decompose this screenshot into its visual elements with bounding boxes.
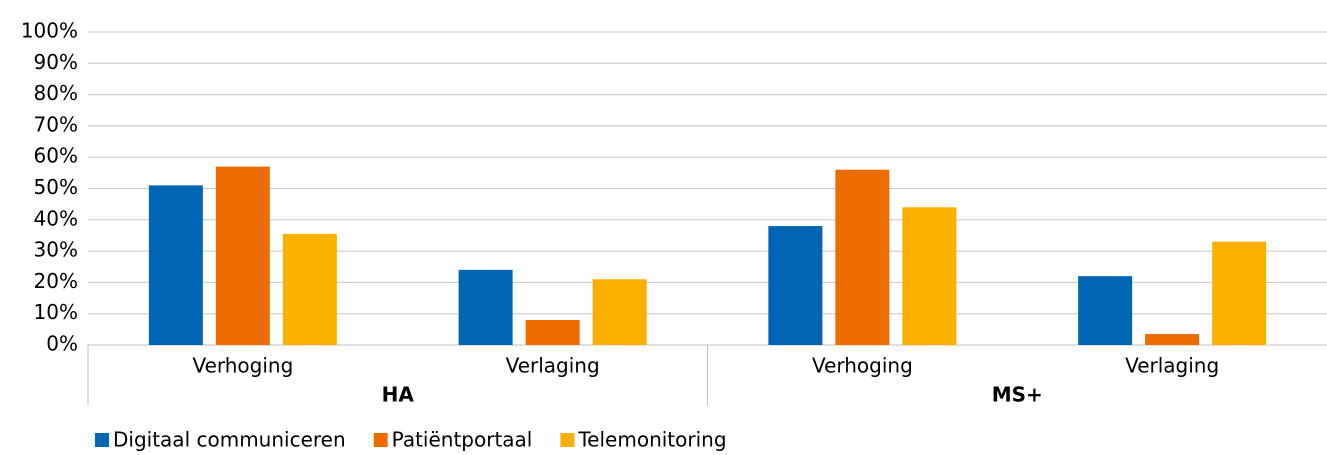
y-tick-label: 100% xyxy=(21,19,78,43)
bar xyxy=(1145,334,1200,345)
x-tick-label: Verhoging xyxy=(192,354,293,378)
y-tick-label: 50% xyxy=(34,175,78,199)
y-tick-label: 20% xyxy=(34,269,78,293)
legend-swatch xyxy=(560,433,575,447)
bar xyxy=(902,207,957,345)
y-tick-label: 10% xyxy=(34,300,78,324)
y-tick-label: 60% xyxy=(34,144,78,168)
bar xyxy=(592,279,647,345)
y-tick-label: 90% xyxy=(34,50,78,74)
x-tick-label: Verlaging xyxy=(506,354,600,378)
legend-swatch xyxy=(373,433,388,447)
x-tick-label: Verlaging xyxy=(1125,354,1219,378)
bar xyxy=(1078,276,1133,345)
bar xyxy=(215,166,270,345)
legend-swatch xyxy=(95,433,109,447)
bar xyxy=(282,233,337,345)
legend-label: Digitaal communiceren xyxy=(113,428,346,452)
bar xyxy=(525,319,580,345)
bar xyxy=(768,226,823,345)
group-label: MS+ xyxy=(992,383,1043,407)
y-tick-label: 0% xyxy=(46,332,78,356)
y-tick-label: 40% xyxy=(34,206,78,230)
legend-label: Patiëntportaal xyxy=(392,428,533,452)
bar xyxy=(458,269,513,345)
bar xyxy=(148,185,203,345)
group-label: HA xyxy=(382,383,415,407)
legend-label: Telemonitoring xyxy=(577,428,726,452)
bar xyxy=(1212,241,1267,345)
y-tick-label: 80% xyxy=(34,81,78,105)
x-tick-label: Verhoging xyxy=(812,354,913,378)
bar xyxy=(835,169,890,345)
y-tick-label: 30% xyxy=(34,238,78,262)
y-tick-label: 70% xyxy=(34,112,78,136)
